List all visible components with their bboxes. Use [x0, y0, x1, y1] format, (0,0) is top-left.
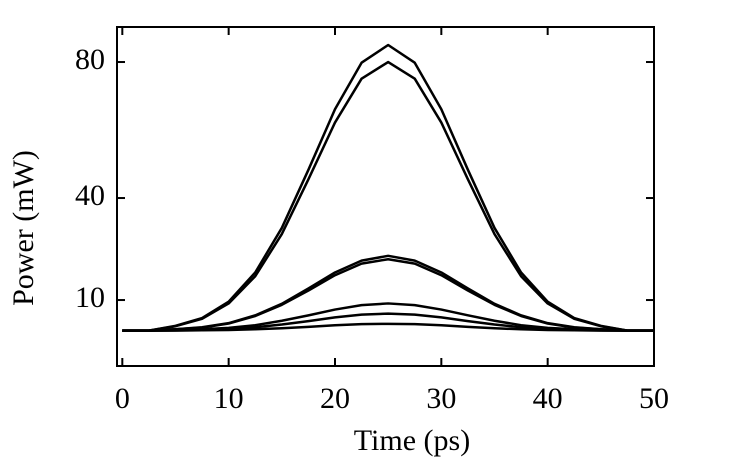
x-tick-label: 0	[115, 382, 130, 415]
pulse-line	[122, 257, 654, 332]
y-axis-label: Power (mW)	[7, 150, 40, 306]
pulse-line	[122, 322, 654, 332]
x-tick-label: 50	[639, 382, 669, 415]
x-tick-label: 30	[426, 382, 456, 415]
pulse-line	[122, 43, 654, 332]
y-tick-label: 40	[75, 179, 105, 212]
y-tick-label: 80	[75, 43, 105, 76]
pulse-line	[122, 60, 654, 332]
x-tick-label: 20	[320, 382, 350, 415]
y-tick-label: 10	[75, 281, 105, 314]
x-tick-label: 40	[533, 382, 563, 415]
plot-frame	[116, 26, 655, 367]
x-axis-label: Time (ps)	[354, 424, 470, 457]
x-tick-label: 10	[214, 382, 244, 415]
